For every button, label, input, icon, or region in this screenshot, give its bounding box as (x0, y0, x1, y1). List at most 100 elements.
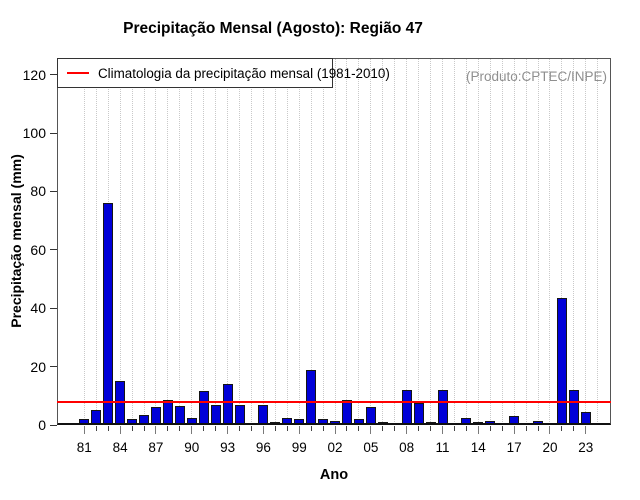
climatology-line (57, 400, 611, 403)
gridline (286, 59, 288, 424)
x-tick (215, 426, 217, 431)
x-tick (143, 426, 145, 431)
x-tick (346, 426, 348, 431)
x-tick (573, 426, 575, 431)
x-tick (358, 426, 360, 431)
gridline (477, 59, 479, 424)
bar (258, 404, 269, 425)
x-tick (131, 426, 133, 431)
gridline (239, 59, 241, 424)
x-tick-label: 14 (470, 440, 486, 455)
bar (580, 411, 591, 425)
x-tick (262, 426, 264, 434)
bar (556, 298, 567, 425)
x-tick-label: 96 (255, 440, 271, 455)
legend-label: Climatologia da precipitação mensal (198… (98, 65, 390, 81)
x-tick (298, 426, 300, 434)
bar (186, 417, 197, 425)
gridline (406, 59, 408, 424)
gridline (334, 59, 336, 424)
chart-title: Precipitação Mensal (Agosto): Região 47 (123, 20, 423, 37)
bar (294, 419, 305, 425)
gridline (442, 59, 443, 424)
gridline (525, 59, 527, 424)
x-tick (382, 426, 384, 431)
bar (437, 389, 448, 425)
gridline (382, 59, 384, 424)
gridline (179, 59, 181, 424)
y-tick-label: 120 (22, 66, 46, 83)
x-tick (537, 426, 539, 431)
x-tick (191, 426, 193, 434)
x-tick (286, 426, 288, 431)
y-tick-label: 100 (22, 125, 46, 142)
x-tick-label: 99 (291, 440, 307, 455)
y-tick (50, 307, 57, 309)
gridline (346, 59, 348, 424)
bar (568, 389, 579, 425)
y-tick-label: 0 (38, 417, 46, 433)
gridline (298, 59, 300, 424)
bar (210, 404, 221, 425)
x-tick (334, 426, 336, 434)
gridline (513, 59, 515, 424)
bar (198, 391, 209, 425)
y-tick (50, 424, 57, 426)
x-tick (453, 426, 455, 431)
bar (282, 417, 293, 425)
y-tick (50, 366, 57, 368)
legend: Climatologia da precipitação mensal (198… (57, 58, 390, 88)
bar (79, 419, 90, 425)
x-tick-label: 11 (435, 440, 450, 455)
x-tick-label: 17 (506, 440, 522, 455)
bar (413, 403, 424, 425)
bar (103, 203, 114, 425)
x-tick (430, 426, 432, 431)
x-tick (239, 426, 241, 431)
y-tick-label: 60 (30, 241, 46, 258)
x-tick-label: 93 (220, 440, 236, 455)
gridline (453, 59, 455, 424)
x-tick (501, 426, 503, 431)
x-tick (155, 426, 157, 434)
gridline (394, 59, 396, 424)
y-tick (50, 249, 57, 251)
x-tick-label: 23 (578, 440, 594, 455)
x-tick (477, 426, 479, 434)
x-tick-label: 87 (148, 440, 164, 455)
bar (330, 420, 341, 425)
gridline (262, 59, 264, 424)
legend-line-sample (67, 72, 89, 74)
x-tick (95, 426, 97, 431)
gridline (191, 59, 193, 424)
x-tick (442, 426, 443, 434)
bar (139, 414, 149, 425)
x-tick (310, 426, 312, 431)
gridline (83, 59, 85, 424)
bar (234, 404, 245, 425)
bar (115, 381, 126, 425)
bar (318, 419, 329, 425)
gridline (119, 59, 121, 424)
gridline (585, 59, 587, 424)
gridline (227, 59, 229, 424)
gridline (95, 59, 97, 424)
gridline (465, 59, 467, 424)
gridline (322, 59, 324, 424)
gridline (370, 59, 372, 424)
x-tick (394, 426, 396, 431)
gridline (537, 59, 539, 424)
y-tick (50, 190, 57, 192)
gridline (561, 59, 563, 424)
x-tick-label: 84 (112, 440, 128, 455)
gridline (549, 59, 551, 424)
x-tick (179, 426, 181, 431)
x-tick (119, 426, 121, 434)
x-tick-label: 02 (327, 440, 343, 455)
x-tick (370, 426, 372, 434)
x-tick (83, 426, 85, 434)
bar (353, 419, 364, 425)
gridline (501, 59, 503, 424)
producer-note: (Produto:CPTEC/INPE) (465, 69, 607, 84)
x-tick-label: 90 (184, 440, 200, 455)
